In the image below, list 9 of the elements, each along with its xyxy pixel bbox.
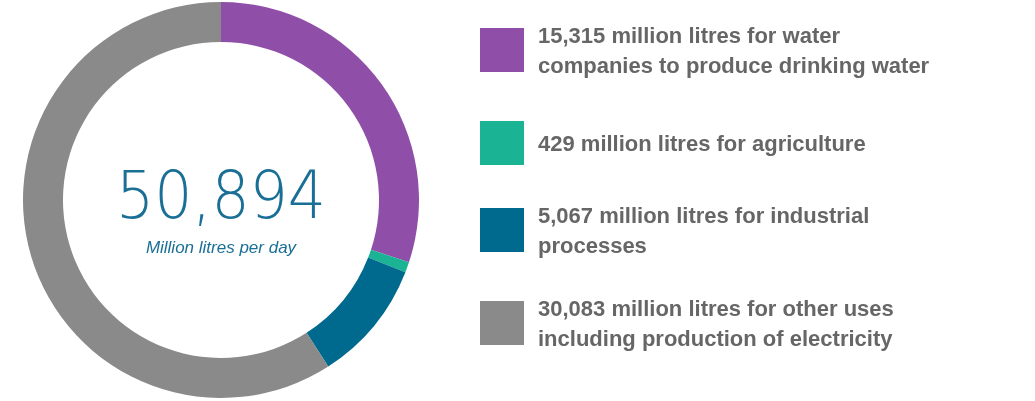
legend-label: 429 million litres for agriculture <box>538 131 866 156</box>
legend-label: 30,083 million litres for other uses including production of electricity <box>538 296 894 351</box>
legend-label: 5,067 million litres for industrial processes <box>538 203 870 258</box>
donut-slice <box>306 257 406 367</box>
donut-slice <box>368 249 409 273</box>
text: 50,894 <box>116 157 347 234</box>
text: Million litres per day <box>145 238 298 257</box>
legend-label: 15,315 million litres for water companies to produce drinking water <box>538 23 930 78</box>
donut-slice <box>23 2 329 398</box>
